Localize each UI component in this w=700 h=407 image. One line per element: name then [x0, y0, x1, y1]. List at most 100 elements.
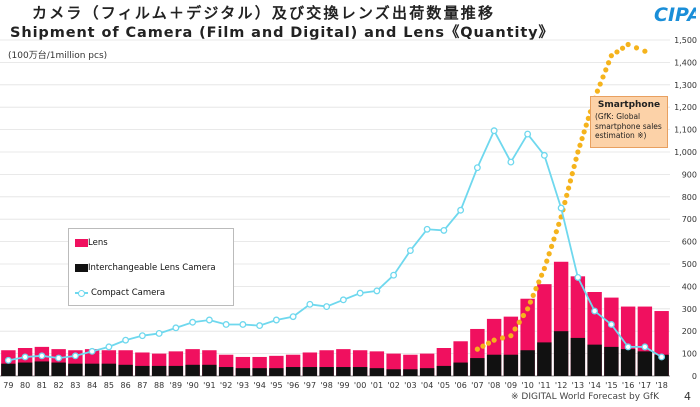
smartphone-dot	[625, 41, 631, 48]
smartphone-dot	[642, 48, 648, 54]
y-tick-label: 100	[682, 350, 697, 359]
smartphone-dot	[551, 236, 557, 242]
x-tick-label: '99	[337, 381, 349, 390]
smartphone-dot	[525, 306, 531, 312]
callout-title: Smartphone	[597, 100, 661, 110]
legend-swatch-ilc	[75, 264, 88, 272]
title-english: Shipment of Camera (Film and Digital) an…	[10, 25, 554, 41]
y-tick-label: 400	[682, 282, 697, 291]
x-tick-label: 88	[154, 381, 164, 390]
compact-point	[524, 130, 532, 138]
smartphone-dot	[565, 185, 572, 191]
bar-ilc	[336, 367, 351, 376]
compact-point	[557, 204, 565, 212]
smartphone-dot	[633, 45, 640, 51]
compact-point	[239, 321, 247, 328]
x-tick-label: 84	[87, 381, 97, 390]
x-tick-label: '14	[588, 381, 600, 390]
bar-ilc	[587, 344, 602, 376]
x-tick-label: '09	[505, 381, 517, 390]
bar-ilc	[453, 362, 468, 376]
bar-ilc	[68, 363, 83, 376]
x-tick-label: 79	[3, 381, 13, 390]
compact-point	[540, 151, 548, 159]
bar-ilc	[570, 337, 586, 376]
bar-ilc	[403, 369, 418, 376]
smartphone-dot	[600, 74, 606, 80]
x-tick-label: '15	[605, 381, 617, 390]
compact-point	[222, 321, 230, 328]
bar-ilc	[537, 342, 552, 376]
smartphone-dot	[533, 286, 539, 292]
x-tick-label: '18	[655, 381, 667, 390]
smartphone-dot	[571, 163, 577, 170]
x-tick-label: '11	[538, 381, 550, 390]
x-tick-label: '08	[488, 381, 500, 390]
smartphone-dot	[546, 251, 552, 257]
compact-line	[8, 128, 663, 362]
bar-ilc	[168, 365, 184, 376]
x-tick-label: 83	[70, 381, 80, 390]
bar-ilc	[218, 367, 234, 376]
x-tick-label: '02	[387, 381, 399, 390]
compact-point	[373, 287, 381, 295]
smartphone-dot	[585, 115, 591, 121]
bar-ilc	[436, 365, 452, 376]
compact-point	[189, 318, 197, 326]
bar-ilc	[285, 367, 301, 376]
compact-point	[440, 226, 448, 234]
x-axis: 79 80 81 82 83 84 85 86 87 88 '89 '90 '91 '92 '93 '94 '9…	[3, 381, 668, 390]
compact-point	[641, 343, 649, 351]
bar-ilc	[185, 364, 200, 376]
bar-ilc	[235, 368, 251, 376]
y-tick-label: 1,200	[674, 103, 697, 112]
y-tick-label: 200	[682, 327, 697, 336]
x-tick-label: '16	[622, 381, 634, 390]
x-tick-label: '10	[521, 381, 533, 390]
x-tick-label: '03	[404, 381, 416, 390]
bar-ilc	[654, 354, 669, 376]
bar-ilc	[553, 331, 569, 376]
compact-point	[205, 316, 213, 324]
bar-ilc	[637, 351, 653, 376]
smartphone-dot	[512, 326, 518, 332]
bar-ilc	[252, 368, 267, 376]
y-tick-label: 1,500	[674, 36, 697, 45]
smartphone-dot	[530, 292, 536, 298]
legend-swatch-lens	[75, 239, 88, 247]
bar-ilc	[101, 363, 117, 376]
bar-ilc	[369, 368, 385, 376]
smartphone-dot	[573, 156, 579, 162]
compact-point	[105, 343, 113, 351]
compact-point	[406, 247, 414, 255]
compact-point	[624, 343, 632, 351]
y-tick-label: 300	[682, 305, 697, 314]
bar-ilc	[302, 367, 318, 376]
smartphone-dot	[556, 221, 562, 227]
smartphone-dot	[569, 171, 575, 177]
y-tick-label: 800	[682, 193, 697, 202]
x-tick-label: '07	[471, 381, 483, 390]
x-tick-label: 86	[121, 381, 131, 390]
y-axis: 0 100 200 300 400 500 600 700 800 900 1,000 1,100 1,…	[674, 36, 697, 381]
x-tick-label: '04	[421, 381, 433, 390]
compact-point	[306, 300, 314, 308]
bar-ilc	[470, 358, 485, 376]
smartphone-dot	[538, 272, 545, 278]
x-tick-label: '05	[438, 381, 450, 390]
legend-label-ilc: Interchangeable Lens Camera	[88, 263, 216, 273]
bar-ilc	[34, 361, 50, 376]
bar-ilc	[352, 367, 368, 376]
compact-point	[490, 127, 498, 135]
bar-ilc	[419, 368, 435, 376]
smartphone-dot	[567, 178, 574, 184]
compact-point	[138, 332, 146, 340]
x-tick-label: '13	[572, 381, 584, 390]
smartphone-dot	[579, 135, 585, 142]
cipa-logo: CIPA	[654, 4, 696, 24]
legend-item-compact: Compact Camera	[75, 286, 165, 300]
smartphone-dot	[520, 312, 527, 319]
bar-ilc	[486, 354, 502, 376]
compact-point	[507, 158, 515, 166]
